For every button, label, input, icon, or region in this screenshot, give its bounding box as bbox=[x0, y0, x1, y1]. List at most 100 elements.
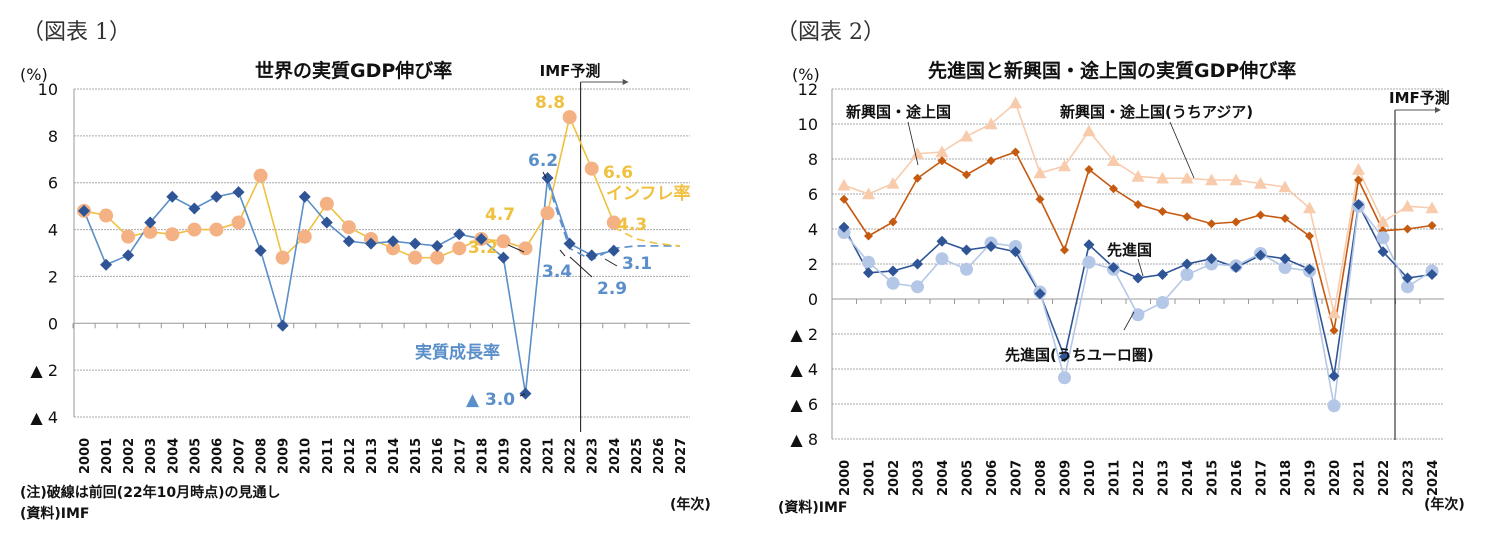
x-tick-label: 2008 bbox=[1034, 460, 1049, 496]
x-tick-label: 2013 bbox=[365, 438, 380, 474]
advanced-point bbox=[1279, 253, 1291, 265]
x-tick-label: 2016 bbox=[1230, 460, 1245, 496]
inflation-point bbox=[584, 161, 599, 176]
x-tick-label: 2000 bbox=[78, 438, 93, 474]
asia-emerging-point bbox=[862, 187, 875, 200]
x-tick-label: 2014 bbox=[387, 438, 402, 474]
x-tick-label: 2011 bbox=[321, 438, 336, 474]
asia-emerging-point bbox=[1376, 215, 1390, 228]
y-tick-label: 12 bbox=[798, 80, 818, 99]
forecast-arrow-head bbox=[1435, 107, 1441, 113]
leader-line bbox=[907, 121, 919, 166]
y-tick-label: 4 bbox=[48, 221, 58, 240]
x-tick-label: 2003 bbox=[144, 438, 159, 474]
gdp-point bbox=[453, 228, 466, 241]
advanced-point bbox=[1108, 262, 1119, 273]
leader-line bbox=[559, 249, 566, 257]
y-tick-label: 4 bbox=[808, 220, 818, 239]
forecast-arrow-head bbox=[622, 79, 629, 85]
y-tick-label: 10 bbox=[798, 115, 818, 134]
x-tick-label: 2025 bbox=[630, 438, 645, 474]
x-tick-label: 2020 bbox=[519, 438, 534, 474]
inflation-point bbox=[143, 224, 158, 239]
x-tick-label: 2014 bbox=[1181, 460, 1196, 496]
x-tick-label: 2024 bbox=[608, 438, 623, 474]
y-tick-label: ▲ 8 bbox=[790, 430, 818, 449]
advanced-point bbox=[1206, 253, 1217, 265]
inflation-point bbox=[319, 196, 334, 211]
inflation-point bbox=[121, 229, 136, 244]
emerging-point bbox=[1109, 184, 1118, 194]
advanced-point bbox=[838, 221, 850, 233]
advanced-point bbox=[1181, 258, 1193, 270]
y-axis-unit: (%) bbox=[20, 65, 48, 84]
emerging-point bbox=[962, 170, 971, 180]
emerging-point bbox=[1280, 214, 1290, 223]
emerging-point bbox=[1035, 194, 1045, 204]
asia-emerging-point bbox=[911, 147, 924, 159]
emerging-point bbox=[937, 156, 947, 166]
asia-emerging-point bbox=[1082, 124, 1096, 137]
x-tick-label: 2015 bbox=[1206, 460, 1221, 496]
inflation-point bbox=[341, 220, 356, 235]
emerging-point bbox=[1158, 207, 1167, 216]
emerging-point bbox=[1084, 165, 1094, 174]
chart-1-title: 世界の実質GDP伸び率 bbox=[255, 60, 453, 82]
x-tick-label: 2023 bbox=[1402, 460, 1417, 496]
asia-emerging-point bbox=[1033, 166, 1047, 179]
gdp-point bbox=[100, 258, 113, 271]
chart-1-world-gdp: (%)10 8 6 4 2 0 ▲ 2 ▲ 4 2000 2001 2002 2003 2004 2005… bbox=[20, 62, 691, 474]
gdp-point bbox=[563, 237, 576, 250]
x-tick-label: 2006 bbox=[985, 460, 1000, 496]
gdp-point bbox=[364, 237, 377, 250]
x-tick-label: 2007 bbox=[1010, 460, 1025, 496]
euro-area-point bbox=[1278, 261, 1292, 274]
series-label: 先進国 bbox=[1107, 241, 1152, 259]
asia-emerging-point bbox=[1401, 199, 1414, 212]
y-tick-label: ▲ 6 bbox=[790, 395, 818, 414]
x-tick-label: 2013 bbox=[1157, 460, 1172, 496]
data-label: ▲ 3.0 bbox=[466, 390, 515, 410]
gdp-point bbox=[519, 387, 532, 400]
emerging-point bbox=[913, 173, 922, 183]
inflation-point bbox=[496, 234, 511, 249]
asia-emerging-point bbox=[1425, 201, 1439, 214]
advanced-point bbox=[961, 244, 972, 256]
data-label: 3.4 bbox=[542, 262, 572, 282]
series-label: 先進国(うちユーロ圏) bbox=[1005, 346, 1154, 364]
gdp-point bbox=[409, 237, 422, 250]
euro-area-point bbox=[1376, 231, 1390, 245]
inflation-point bbox=[231, 215, 246, 230]
y-tick-label: ▲ 4 bbox=[790, 360, 818, 379]
x-tick-label: 2020 bbox=[1328, 460, 1343, 496]
x-tick-label: 2022 bbox=[1377, 460, 1392, 496]
data-label: 実質成長率 bbox=[415, 342, 500, 363]
y-tick-label: ▲ 2 bbox=[30, 361, 58, 380]
advanced-point bbox=[1083, 239, 1095, 251]
y-tick-label: 8 bbox=[808, 150, 818, 169]
asia-emerging-point bbox=[1327, 306, 1341, 319]
chart-2-source: (資料)IMF bbox=[778, 500, 848, 516]
inflation-point bbox=[430, 250, 445, 265]
inflation-point bbox=[253, 168, 268, 183]
euro-area-point bbox=[862, 255, 875, 269]
data-label: 8.8 bbox=[535, 93, 565, 113]
x-tick-label: 2000 bbox=[838, 460, 853, 496]
x-tick-label: 2002 bbox=[887, 460, 902, 496]
inflation-point bbox=[408, 250, 423, 265]
gdp-point bbox=[298, 190, 311, 203]
forecast-label: IMF予測 bbox=[540, 62, 601, 80]
advanced-point bbox=[1034, 288, 1046, 300]
y-tick-label: 0 bbox=[48, 314, 58, 333]
asia-emerging-point bbox=[1352, 163, 1365, 175]
inflation-point bbox=[540, 206, 555, 221]
data-label: 6.6 bbox=[603, 163, 633, 183]
asia-emerging-point bbox=[1303, 201, 1316, 214]
advanced-point bbox=[1377, 246, 1389, 258]
advanced-point bbox=[1010, 246, 1021, 258]
y-tick-label: ▲ 2 bbox=[790, 325, 818, 344]
inflation-point bbox=[606, 215, 621, 230]
inflation-point bbox=[99, 208, 114, 223]
y-tick-label: 2 bbox=[808, 255, 818, 274]
advanced-point bbox=[1059, 351, 1070, 363]
